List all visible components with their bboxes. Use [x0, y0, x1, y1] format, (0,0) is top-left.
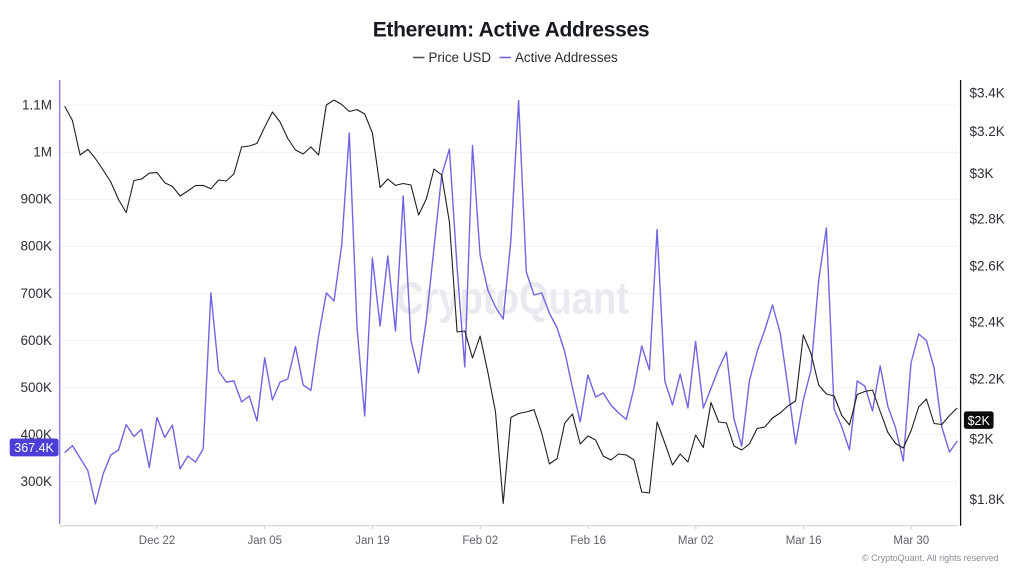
- svg-text:700K: 700K: [20, 286, 52, 301]
- svg-text:Dec 22: Dec 22: [139, 535, 175, 547]
- svg-text:1M: 1M: [33, 145, 52, 160]
- svg-text:Feb 16: Feb 16: [570, 535, 606, 547]
- svg-text:1.1M: 1.1M: [22, 98, 52, 113]
- svg-text:$2.2K: $2.2K: [970, 372, 1005, 387]
- svg-text:$3K: $3K: [970, 166, 994, 181]
- svg-text:800K: 800K: [20, 239, 52, 254]
- svg-text:$1.8K: $1.8K: [970, 492, 1005, 507]
- svg-text:Jan 05: Jan 05: [248, 535, 283, 547]
- svg-text:Jan 19: Jan 19: [355, 535, 390, 547]
- svg-text:Mar 02: Mar 02: [678, 535, 714, 547]
- svg-text:$3.4K: $3.4K: [970, 85, 1005, 100]
- svg-text:$2.8K: $2.8K: [970, 212, 1005, 227]
- svg-text:Mar 30: Mar 30: [893, 535, 929, 547]
- svg-text:400K: 400K: [20, 427, 52, 442]
- svg-text:Active Addresses: Active Addresses: [515, 50, 618, 65]
- svg-text:300K: 300K: [20, 474, 52, 489]
- svg-text:900K: 900K: [20, 192, 52, 207]
- svg-text:367.4K: 367.4K: [14, 441, 54, 455]
- svg-text:$2.6K: $2.6K: [970, 258, 1005, 273]
- svg-text:Price USD: Price USD: [429, 50, 492, 65]
- svg-text:$2K: $2K: [968, 414, 991, 428]
- svg-text:CryptoQuant: CryptoQuant: [396, 273, 629, 324]
- svg-text:600K: 600K: [20, 333, 52, 348]
- svg-text:Feb 02: Feb 02: [462, 535, 498, 547]
- svg-text:$3.2K: $3.2K: [970, 124, 1005, 139]
- svg-text:Ethereum: Active Addresses: Ethereum: Active Addresses: [373, 19, 650, 42]
- svg-text:© CryptoQuant. All rights rese: © CryptoQuant. All rights reserved: [862, 553, 999, 563]
- svg-text:Mar 16: Mar 16: [786, 535, 822, 547]
- svg-text:500K: 500K: [20, 380, 52, 395]
- svg-text:$2K: $2K: [970, 432, 994, 447]
- svg-text:$2.4K: $2.4K: [970, 314, 1005, 329]
